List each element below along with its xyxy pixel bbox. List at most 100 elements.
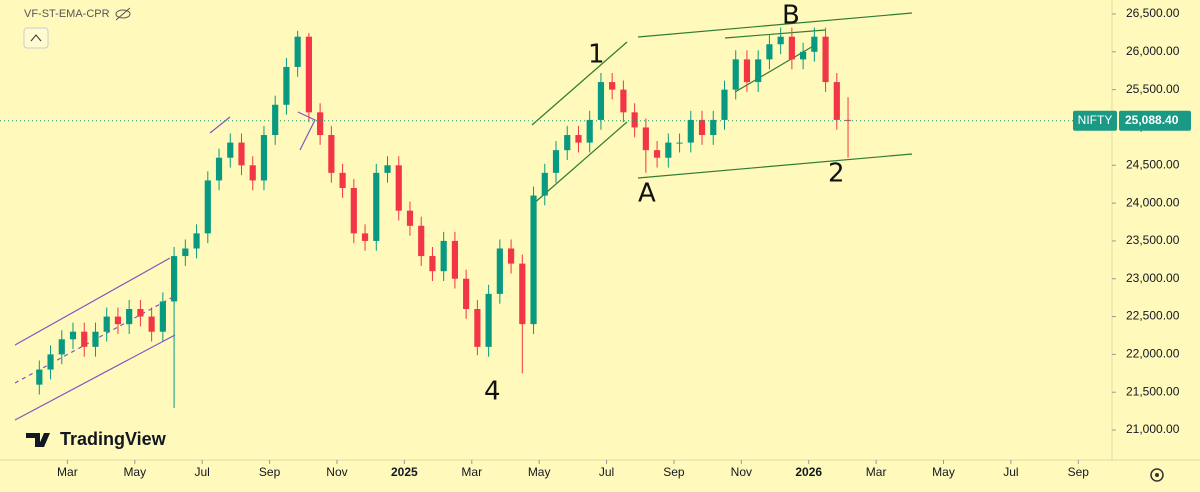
candle-body [721,89,728,120]
candle-body [159,301,166,332]
candle-body [777,36,784,45]
candle-body [47,354,54,370]
brand-logo: TradingView [26,429,167,449]
candle-body [215,157,223,181]
candle-body [676,142,683,144]
candle-body [272,104,279,136]
candles [36,27,852,409]
candle-body [204,180,211,234]
x-tick-label: May [528,465,551,479]
y-tick-label: 26,500.00 [1126,6,1180,20]
candle-body [597,82,605,120]
x-tick-label: Jul [1003,465,1018,479]
candle-body [800,51,807,60]
x-tick-label: Jul [599,465,614,479]
visibility-icon[interactable] [115,7,131,21]
candle-body [698,119,706,136]
annotation: 1 [588,40,605,70]
x-tick-label: Mar [461,465,482,479]
x-tick-label: May [932,465,955,479]
candle-body [384,165,391,173]
y-tick-label: 21,500.00 [1126,384,1180,398]
candle-body [833,82,840,120]
collapse-button[interactable] [23,27,49,49]
candle-body [294,36,301,67]
price-tag [1119,110,1191,131]
price-label: 25,088.40 [1125,113,1179,127]
x-tick-label: Nov [326,465,347,479]
candle-body [710,119,717,136]
y-tick-label: 24,500.00 [1126,157,1180,171]
candle-body [36,369,43,385]
candle-body [474,309,481,347]
candle-body [126,309,133,325]
candle-body [586,119,593,143]
y-tick-label: 22,500.00 [1126,309,1180,323]
candle-body [811,36,818,52]
candle-body [58,339,65,355]
x-tick-label: Nov [731,465,752,479]
candle-body [732,59,739,90]
x-tick-label: 2026 [795,465,822,479]
candle-body [249,165,256,181]
candle-body [654,150,661,158]
candle-body [238,142,245,166]
candle-body [193,233,200,249]
x-tick-label: Jul [195,465,210,479]
settings-icon[interactable] [1150,468,1164,482]
candle-body [418,225,425,257]
candle-body [171,256,178,302]
candle-body [822,36,829,83]
candle-body [373,172,380,241]
candle-body [305,36,312,113]
brand-name: TradingView [60,429,167,449]
candle-body [137,309,144,317]
candle-body [350,187,357,234]
candle-body [766,44,773,60]
candle-body [463,278,470,310]
candle-body [339,172,346,188]
candle-body [395,165,402,211]
candle-body [182,248,189,257]
candle-body [103,316,110,332]
candle-body [361,233,369,241]
candle-body [81,331,88,347]
x-tick-label: Mar [866,465,887,479]
candle-body [114,316,122,325]
candle-body [642,127,649,151]
y-tick-label: 21,000.00 [1126,422,1180,436]
candle-body [620,89,627,113]
x-tick-label: 2025 [391,465,418,479]
candle-body [69,331,77,340]
candle-body [575,135,582,143]
candle-body [609,82,616,90]
candle-body [687,119,694,143]
candle-body [485,293,492,347]
annotation: 4 [484,377,501,407]
y-tick-label: 23,000.00 [1126,271,1180,285]
candle-body [552,150,560,173]
y-tick-label: 22,000.00 [1126,347,1180,361]
candle-body [260,135,268,181]
candle-body [317,112,324,136]
candle-body [429,256,436,272]
candle-body [631,112,638,128]
candle-body [227,142,234,158]
symbol-label: NIFTY [1078,113,1113,127]
y-tick-label: 23,500.00 [1126,233,1180,247]
x-tick-label: Sep [259,465,281,479]
candle-body [328,135,335,173]
x-tick-label: Sep [663,465,685,479]
candle-body [755,59,762,83]
annotation: A [638,179,656,209]
x-tick-label: Mar [57,465,78,479]
y-tick-label: 24,000.00 [1126,195,1180,209]
candle-body [283,66,290,105]
indicator-name: VF-ST-EMA-CPR [24,8,110,20]
y-tick-label: 26,000.00 [1126,44,1180,58]
candle-body [564,135,571,151]
candle-body [451,240,458,279]
candle-body [665,142,672,158]
